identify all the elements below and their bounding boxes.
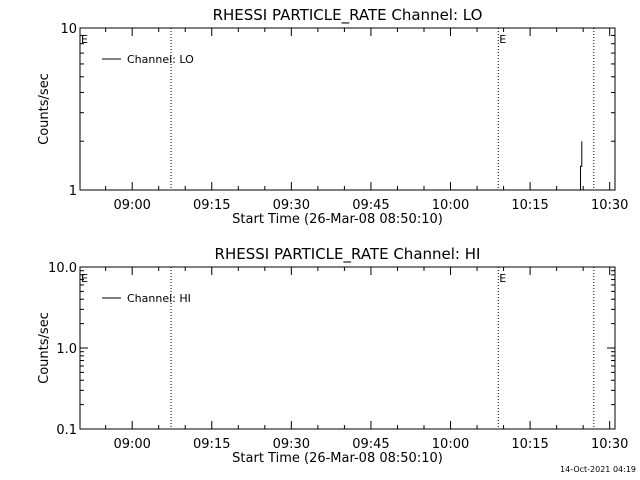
- x-tick-label: 09:30: [273, 437, 310, 452]
- plot-frame: [79, 27, 616, 191]
- x-tick-label: 09:45: [352, 198, 389, 213]
- x-tick-label: 09:00: [113, 198, 150, 213]
- x-tick-label: 10:00: [432, 198, 469, 213]
- y-axis-label: Counts/sec: [37, 312, 52, 384]
- event-marker-label: E: [81, 33, 88, 46]
- chart-panel-1: RHESSI PARTICLE_RATE Channel: LO 09:00 09:…: [37, 6, 628, 227]
- y-tick-label: 10: [60, 22, 77, 37]
- series-line: [580, 141, 583, 190]
- legend-label: Channel: HI: [127, 292, 191, 305]
- x-tick-label: 09:00: [113, 437, 150, 452]
- y-axis-label: Counts/sec: [37, 73, 52, 145]
- legend-label: Channel: LO: [127, 53, 194, 66]
- event-marker-label: E: [81, 272, 88, 285]
- chart-title: RHESSI PARTICLE_RATE Channel: HI: [215, 245, 481, 264]
- x-tick-label: 09:15: [193, 198, 230, 213]
- y-tick-label: 10.0: [48, 261, 77, 276]
- event-marker-label: E: [499, 33, 506, 46]
- x-axis-label: Start Time (26-Mar-08 08:50:10): [232, 451, 443, 466]
- chart-title: RHESSI PARTICLE_RATE Channel: LO: [213, 6, 483, 25]
- event-marker-label: E: [499, 272, 506, 285]
- x-tick-label: 09:15: [193, 437, 230, 452]
- y-tick-label: 1: [69, 184, 77, 199]
- x-tick-label: 10:30: [591, 437, 628, 452]
- y-tick-label: 1.0: [56, 342, 77, 357]
- x-tick-label: 09:30: [273, 198, 310, 213]
- y-tick-label: 0.1: [56, 423, 77, 438]
- x-tick-label: 10:00: [432, 437, 469, 452]
- footer-timestamp: 14-Oct-2021 04:19: [560, 465, 636, 474]
- x-axis-label: Start Time (26-Mar-08 08:50:10): [232, 212, 443, 227]
- x-tick-label: 10:15: [511, 198, 548, 213]
- x-tick-label: 10:30: [591, 198, 628, 213]
- x-tick-label: 09:45: [352, 437, 389, 452]
- x-tick-label: 10:15: [511, 437, 548, 452]
- chart-panel-2: RHESSI PARTICLE_RATE Channel: HI 09:00 09:…: [37, 245, 628, 466]
